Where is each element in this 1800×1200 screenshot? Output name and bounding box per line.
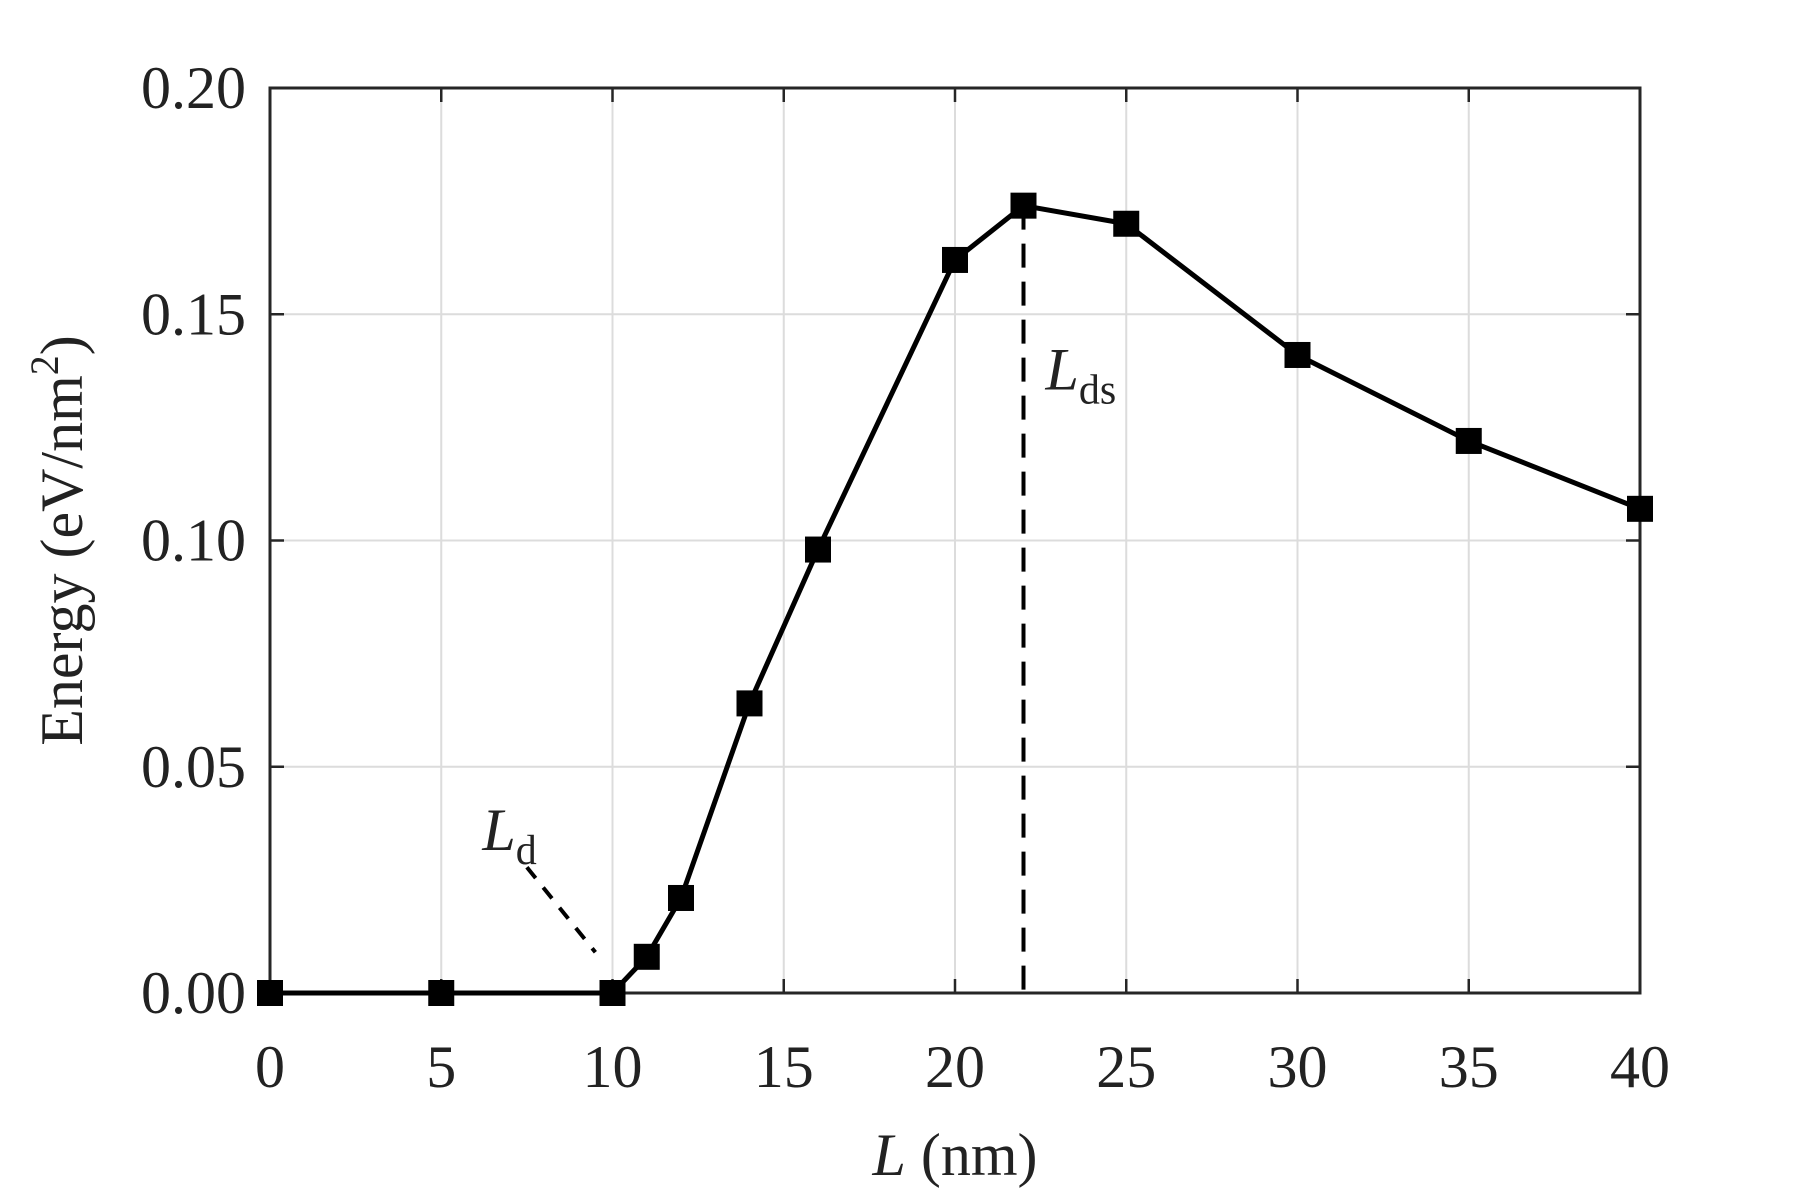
data-point [257,980,283,1006]
x-axis-label: L (nm) [871,1122,1037,1188]
grid [269,87,1641,994]
y-tick-labels: 0.00 0.05 0.10 0.15 0.20 [141,55,246,1026]
data-point [633,943,660,970]
y-tick-label: 0.05 [141,734,246,800]
data-point [942,246,968,273]
y-tick-label: 0.10 [141,508,246,574]
y-tick-label: 0.15 [141,281,246,347]
x-tick-label: 40 [1610,1034,1670,1100]
data-point [1627,495,1653,522]
y-tick-label: 0.20 [141,55,246,121]
ld-label: Ld [481,797,536,874]
ld-symbol: L [481,797,515,863]
x-tick-label: 5 [426,1034,456,1100]
y-axis-text: Energy (eV/nm [29,375,95,745]
y-axis-close: ) [29,335,95,355]
x-tick-label: 35 [1439,1034,1499,1100]
x-tick-label: 20 [925,1034,985,1100]
annotations [525,205,1026,993]
lds-label: Lds [1045,337,1117,414]
y-axis-superscript: 2 [22,355,67,375]
x-axis-symbol: L [871,1122,905,1188]
y-axis-label: Energy (eV/nm2) [22,335,95,745]
data-point [668,884,694,911]
series [257,192,1653,1006]
data-point [1455,427,1482,454]
data-point [736,690,763,717]
data-point [599,980,626,1006]
data-point [805,536,831,563]
x-tick-label: 25 [1096,1034,1156,1100]
x-tick-labels: 0 5 10 15 20 25 30 35 40 [255,1034,1670,1100]
data-point [1284,341,1311,368]
x-tick-label: 15 [754,1034,814,1100]
y-tick-label: 0.00 [141,960,246,1026]
x-tick-label: 10 [583,1034,643,1100]
ld-pointer-line [525,865,597,954]
data-point [1010,192,1037,219]
x-tick-label: 30 [1268,1034,1328,1100]
lds-subscript: ds [1079,368,1116,414]
data-point [428,980,455,1006]
ld-subscript: d [516,828,537,874]
data-point [1113,210,1140,237]
lds-symbol: L [1045,337,1079,403]
x-axis-unit: (nm) [906,1122,1038,1188]
x-tick-label: 0 [255,1034,285,1100]
